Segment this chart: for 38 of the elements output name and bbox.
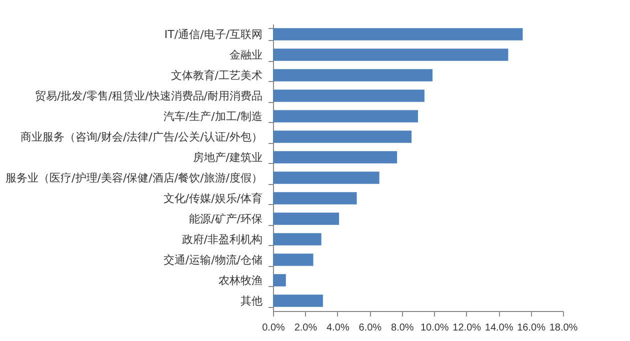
y-tick-label: 文体教育/工艺美术 [170,68,262,82]
bar [273,90,424,102]
y-tick-label: 金融业 [230,48,262,62]
bar [273,274,286,286]
x-tick-label: 8.0% [390,322,414,334]
bar [273,110,418,122]
y-tick-label: 房地产/建筑业 [192,150,262,164]
y-tick-label: 汽车/生产/加工/制造 [163,110,262,123]
y-tick-label: IT/通信/电子/互联网 [164,28,262,41]
y-tick-label: 能源/矿产/环保 [189,212,262,226]
x-tick-label: 18.0% [549,322,578,334]
y-tick-label: 其他 [240,294,262,308]
y-tick-label: 政府/非盈利机构 [182,232,262,246]
x-tick-label: 16.0% [517,322,546,334]
bar [273,151,398,164]
bar [273,212,340,225]
x-tick-label: 4.0% [326,322,350,334]
bar [273,130,412,143]
x-tick-label: 2.0% [294,322,318,334]
x-tick-label: 0.0% [262,322,286,334]
y-tick-label: 服务业（医疗/护理/美容/保健/酒店/餐饮/旅游/度假） [6,171,262,184]
y-tick-label: 文化/传媒/娱乐/体育 [163,192,262,205]
bar [273,28,523,40]
bar [273,69,432,82]
bar [273,172,380,184]
bar [273,294,323,307]
y-tick-label: 农林牧渔 [218,274,262,287]
bar [273,233,322,246]
y-tick-label: 贸易/批发/零售/租赁业/快速消费品/耐用消费品 [34,89,262,102]
bar [273,254,314,266]
x-tick-label: 14.0% [484,322,514,334]
y-tick-label: 商业服务（咨询/财会/法律/广告/公关/认证/外包） [20,130,262,144]
x-tick-label: 10.0% [420,322,449,334]
bar [273,48,508,61]
x-tick-label: 12.0% [452,322,482,334]
y-tick-label: 交通/运输/物流/仓储 [163,253,262,266]
x-tick-label: 6.0% [358,322,382,334]
bar [273,192,357,204]
